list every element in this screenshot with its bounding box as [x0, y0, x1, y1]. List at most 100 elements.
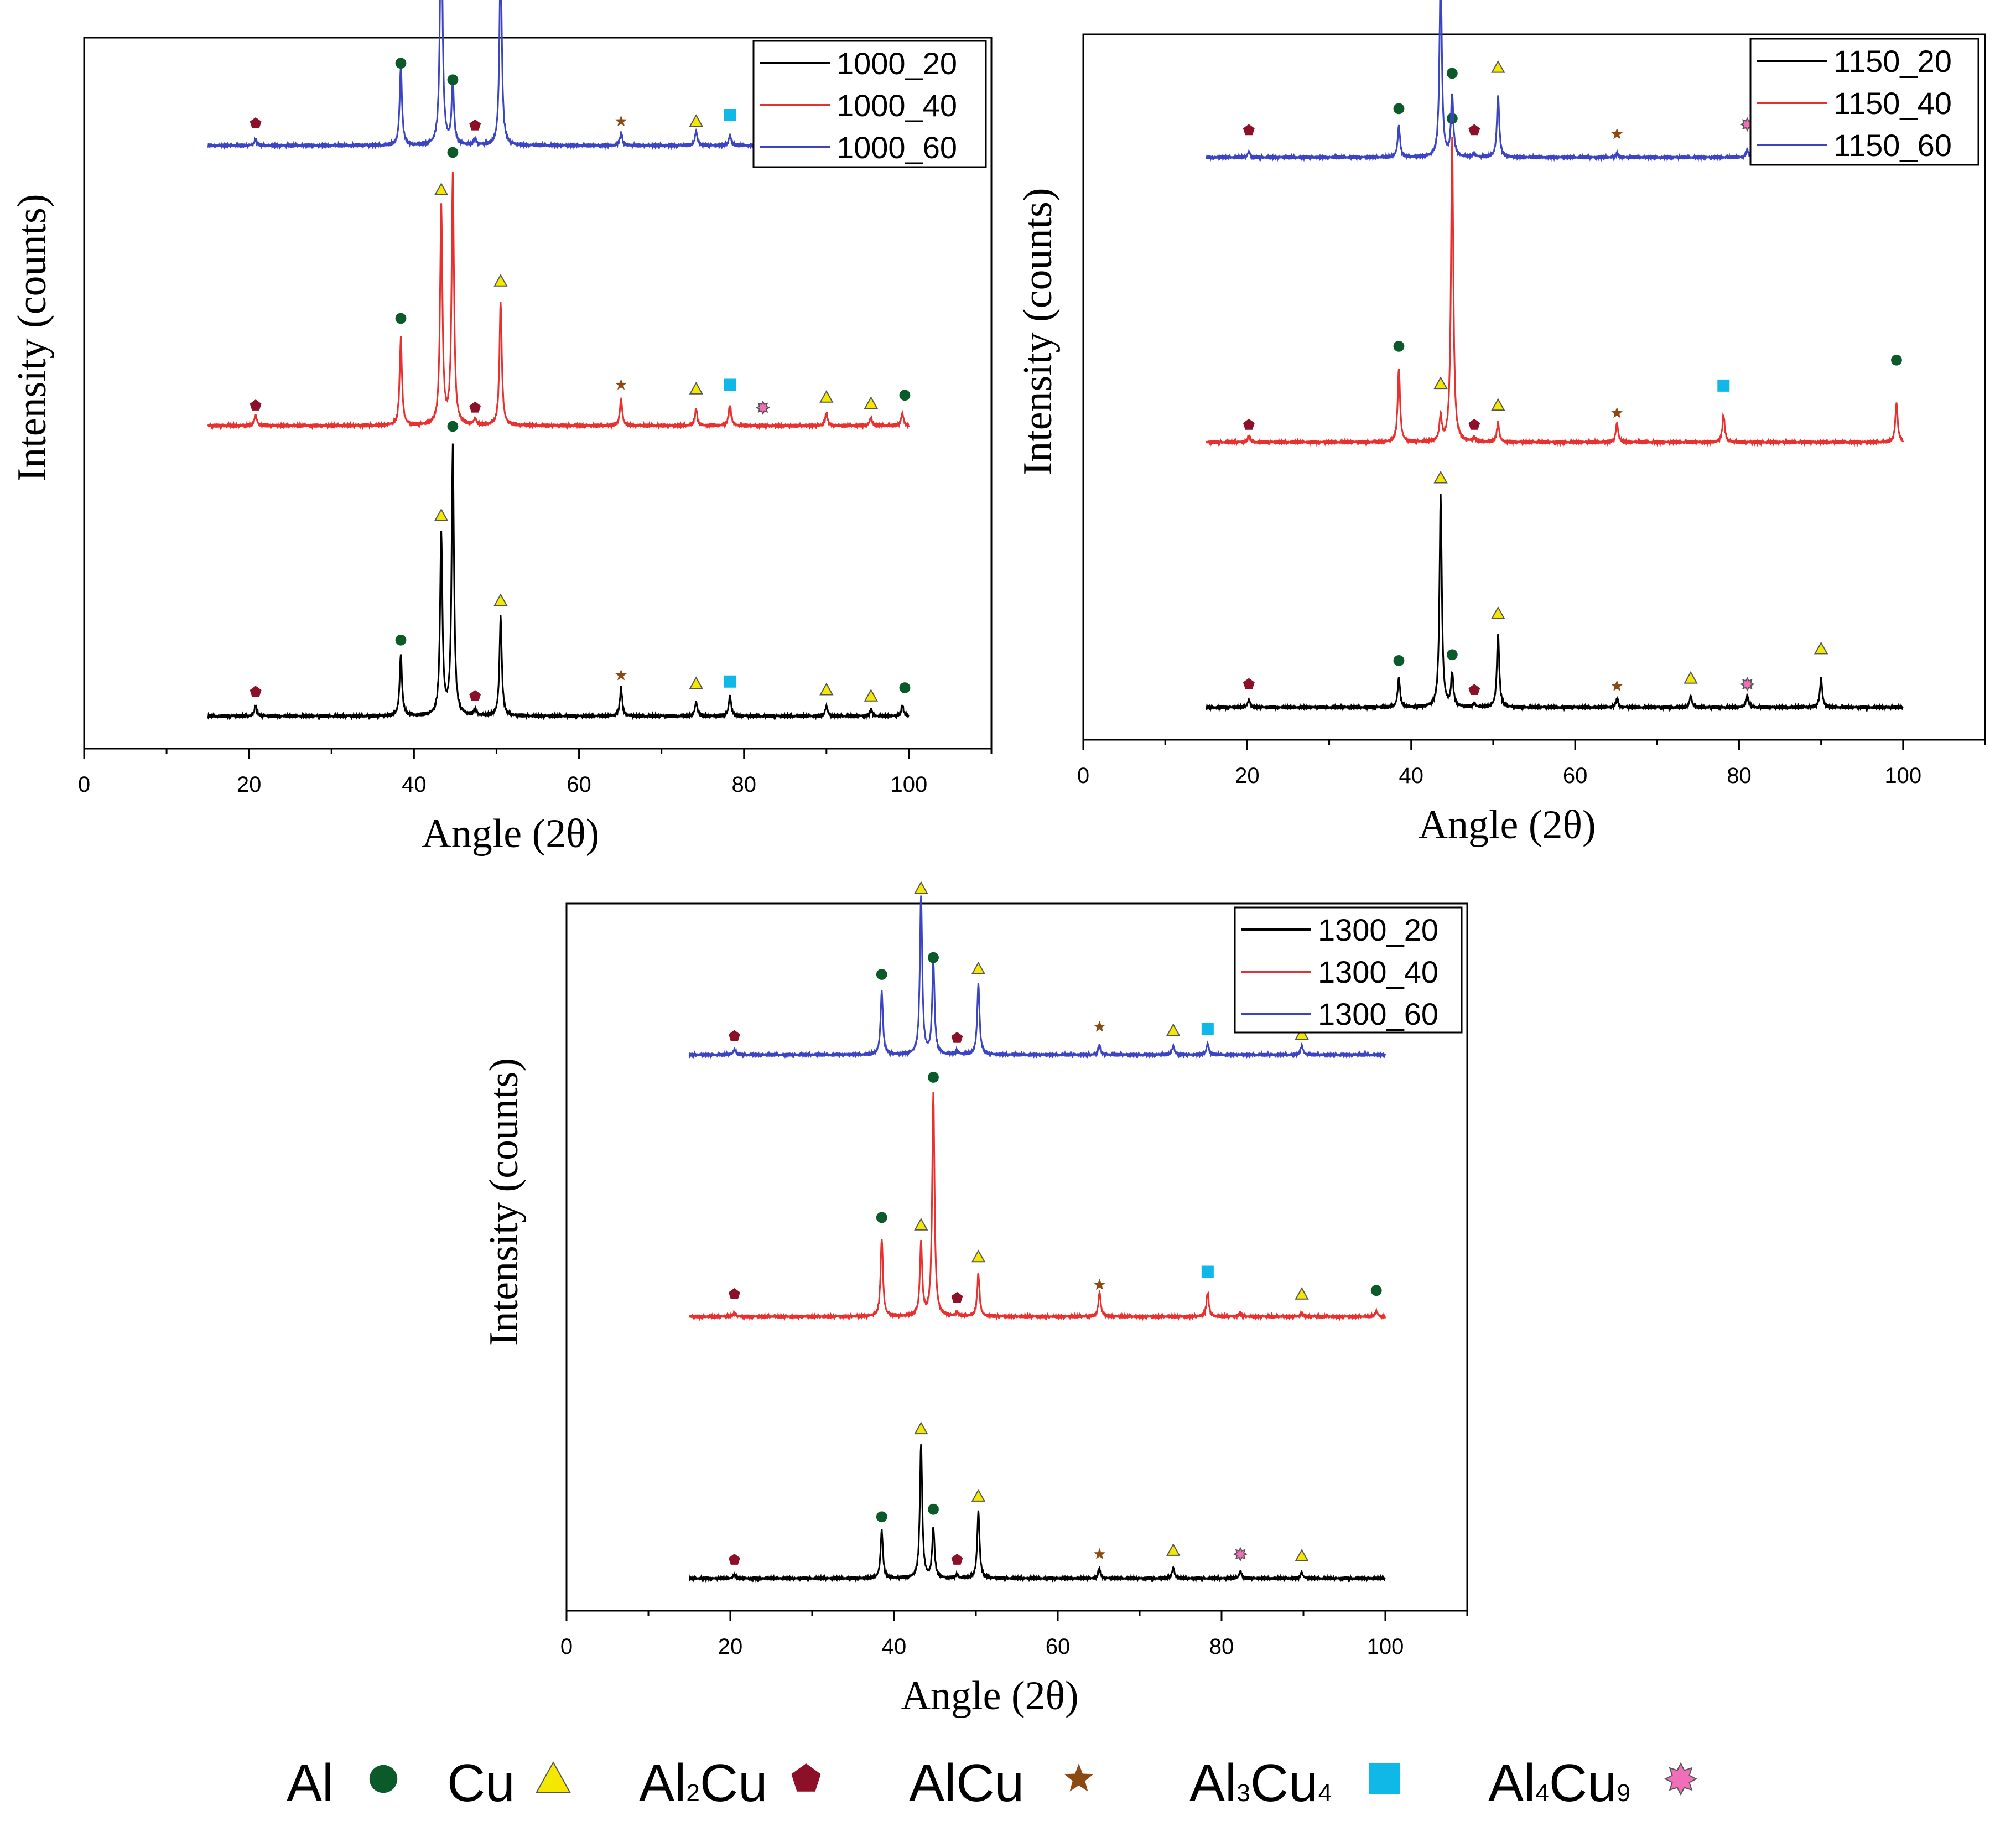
phase-marker-Al2Cu — [250, 399, 262, 411]
series-line-1000_20 — [207, 443, 910, 721]
phase-marker-AlCu — [1611, 128, 1623, 139]
series-line-1150_20 — [1206, 493, 1904, 712]
phase-key: Al Cu Al2Cu AlCu Al3Cu4 Al4Cu9 — [287, 1753, 1698, 1813]
phase-marker-Cu — [1433, 376, 1448, 390]
phase-key-label-AlCu: AlCu — [909, 1753, 1024, 1813]
x-axis-title: Angle (2θ) — [901, 1673, 1079, 1719]
phase-marker-AlCu — [1094, 1020, 1105, 1032]
phase-marker-Cu — [1295, 1027, 1309, 1040]
phase-marker-Cu — [493, 593, 508, 606]
phase-marker-Al2Cu — [250, 686, 262, 697]
phase-marker-Al2Cu — [1468, 684, 1480, 695]
phase-marker-Al2Cu — [1468, 124, 1480, 136]
series-line-1150_40 — [1206, 137, 1904, 448]
phase-key-label-Al: Al — [287, 1753, 334, 1813]
phase-marker-Al3Cu4 — [724, 675, 736, 688]
phase-marker-Al — [1446, 68, 1458, 79]
plot-frame — [83, 37, 993, 750]
phase-marker-Al3Cu4 — [1201, 1023, 1214, 1035]
phase-marker-Cu — [914, 1217, 928, 1231]
legend-label: 1000_60 — [836, 130, 957, 165]
phase-marker-AlCu — [1611, 407, 1623, 418]
phase-marker-Cu — [819, 390, 834, 403]
phase-marker-Al — [1393, 103, 1405, 115]
phase-marker-Al — [447, 74, 459, 86]
phase-marker-Al — [928, 952, 939, 963]
phase-marker-AlCu — [615, 378, 627, 390]
phase-marker-Al — [899, 390, 911, 401]
legend-label: 1300_40 — [1318, 954, 1438, 989]
phase-marker-Cu — [971, 961, 986, 974]
phase-marker-Cu — [434, 182, 449, 195]
phase-marker-Cu — [1166, 1543, 1181, 1556]
phase-marker-Al2Cu — [1468, 418, 1480, 430]
legend-label: 1300_20 — [1318, 912, 1438, 947]
phase-key-symbol-Al — [369, 1765, 398, 1793]
x-tick-label: 80 — [1209, 1635, 1234, 1659]
phase-marker-AlCu — [615, 669, 627, 681]
phase-marker-Cu — [1814, 641, 1828, 655]
phase-marker-Al — [1370, 1285, 1382, 1296]
phase-marker-Al2Cu — [1243, 418, 1255, 430]
phase-marker-Al3Cu4 — [724, 378, 736, 391]
x-axis-title: Angle (2θ) — [422, 811, 599, 857]
phase-marker-Al3Cu4 — [1717, 379, 1730, 392]
legend-box — [1234, 906, 1463, 1034]
phase-marker-Cu — [689, 114, 703, 127]
phase-marker-Al2Cu — [951, 1291, 963, 1303]
x-tick-label: 60 — [1046, 1635, 1071, 1659]
series-1000_20 — [207, 421, 911, 721]
phase-marker-Al — [1393, 655, 1405, 666]
x-tick-label: 40 — [402, 772, 427, 797]
legend-label: 1150_20 — [1833, 44, 1952, 79]
phase-marker-Al2Cu — [1243, 678, 1255, 689]
phase-marker-Al — [1891, 354, 1902, 366]
phase-marker-Al — [1446, 649, 1458, 661]
phase-key-label-Cu: Cu — [447, 1753, 515, 1813]
x-tick-label: 60 — [567, 772, 591, 797]
phase-marker-Al — [1446, 113, 1458, 124]
phase-marker-AlCu — [615, 115, 627, 127]
x-tick-label: 20 — [718, 1635, 743, 1659]
phase-marker-Al — [899, 682, 911, 693]
panel-2: 0 20 40 60 80 100 Angle (2θ) Intensity (counts)… — [1015, 0, 1986, 848]
phase-marker-Cu — [689, 381, 703, 395]
series-line-1300_60 — [688, 895, 1386, 1060]
phase-marker-Al2Cu — [250, 117, 262, 128]
phase-marker-AlCu — [1094, 1279, 1105, 1290]
x-tick-label: 80 — [731, 772, 756, 797]
legend-label: 1300_60 — [1318, 997, 1438, 1031]
phase-marker-Cu — [1295, 1549, 1309, 1561]
panel-3: 0 20 40 60 80 100 Angle (2θ) Intensity (counts)… — [481, 881, 1468, 1719]
phase-marker-Cu — [864, 396, 879, 409]
legend-label: 1150_40 — [1833, 86, 1952, 121]
phase-key-symbol-Cu — [536, 1761, 571, 1793]
legend: 1000_20 1000_40 1000_60 — [752, 40, 987, 168]
phase-marker-Al — [395, 58, 407, 69]
x-tick-label: 100 — [1884, 764, 1921, 788]
phase-marker-Al — [876, 969, 887, 980]
phase-marker-Al2Cu — [728, 1288, 740, 1299]
series-1150_40 — [1206, 113, 1904, 448]
x-axis-title: Angle (2θ) — [1419, 802, 1596, 848]
x-tick-label: 0 — [78, 772, 90, 797]
phase-marker-Cu — [1166, 1023, 1181, 1036]
phase-key-symbol-Al4Cu9 — [1664, 1762, 1698, 1796]
phase-marker-Al — [876, 1212, 887, 1223]
x-tick-label: 60 — [1563, 764, 1588, 788]
phase-marker-Cu — [819, 682, 834, 696]
phase-marker-Al3Cu4 — [1201, 1265, 1214, 1278]
legend-label: 1000_20 — [836, 46, 957, 81]
phase-marker-Cu — [1491, 60, 1505, 73]
x-tick-label: 0 — [1077, 764, 1089, 788]
phase-marker-Al — [876, 1511, 887, 1523]
phase-marker-Al4Cu9 — [1740, 677, 1755, 692]
x-tick-label: 20 — [237, 772, 262, 797]
phase-marker-Cu — [689, 676, 703, 689]
legend: 1300_20 1300_40 1300_60 — [1234, 906, 1463, 1034]
phase-marker-Al2Cu — [469, 690, 481, 701]
x-tick-label: 80 — [1727, 764, 1752, 788]
phase-marker-Cu — [493, 273, 508, 287]
x-tick-label: 40 — [882, 1635, 907, 1659]
phase-marker-Cu — [1491, 606, 1505, 619]
